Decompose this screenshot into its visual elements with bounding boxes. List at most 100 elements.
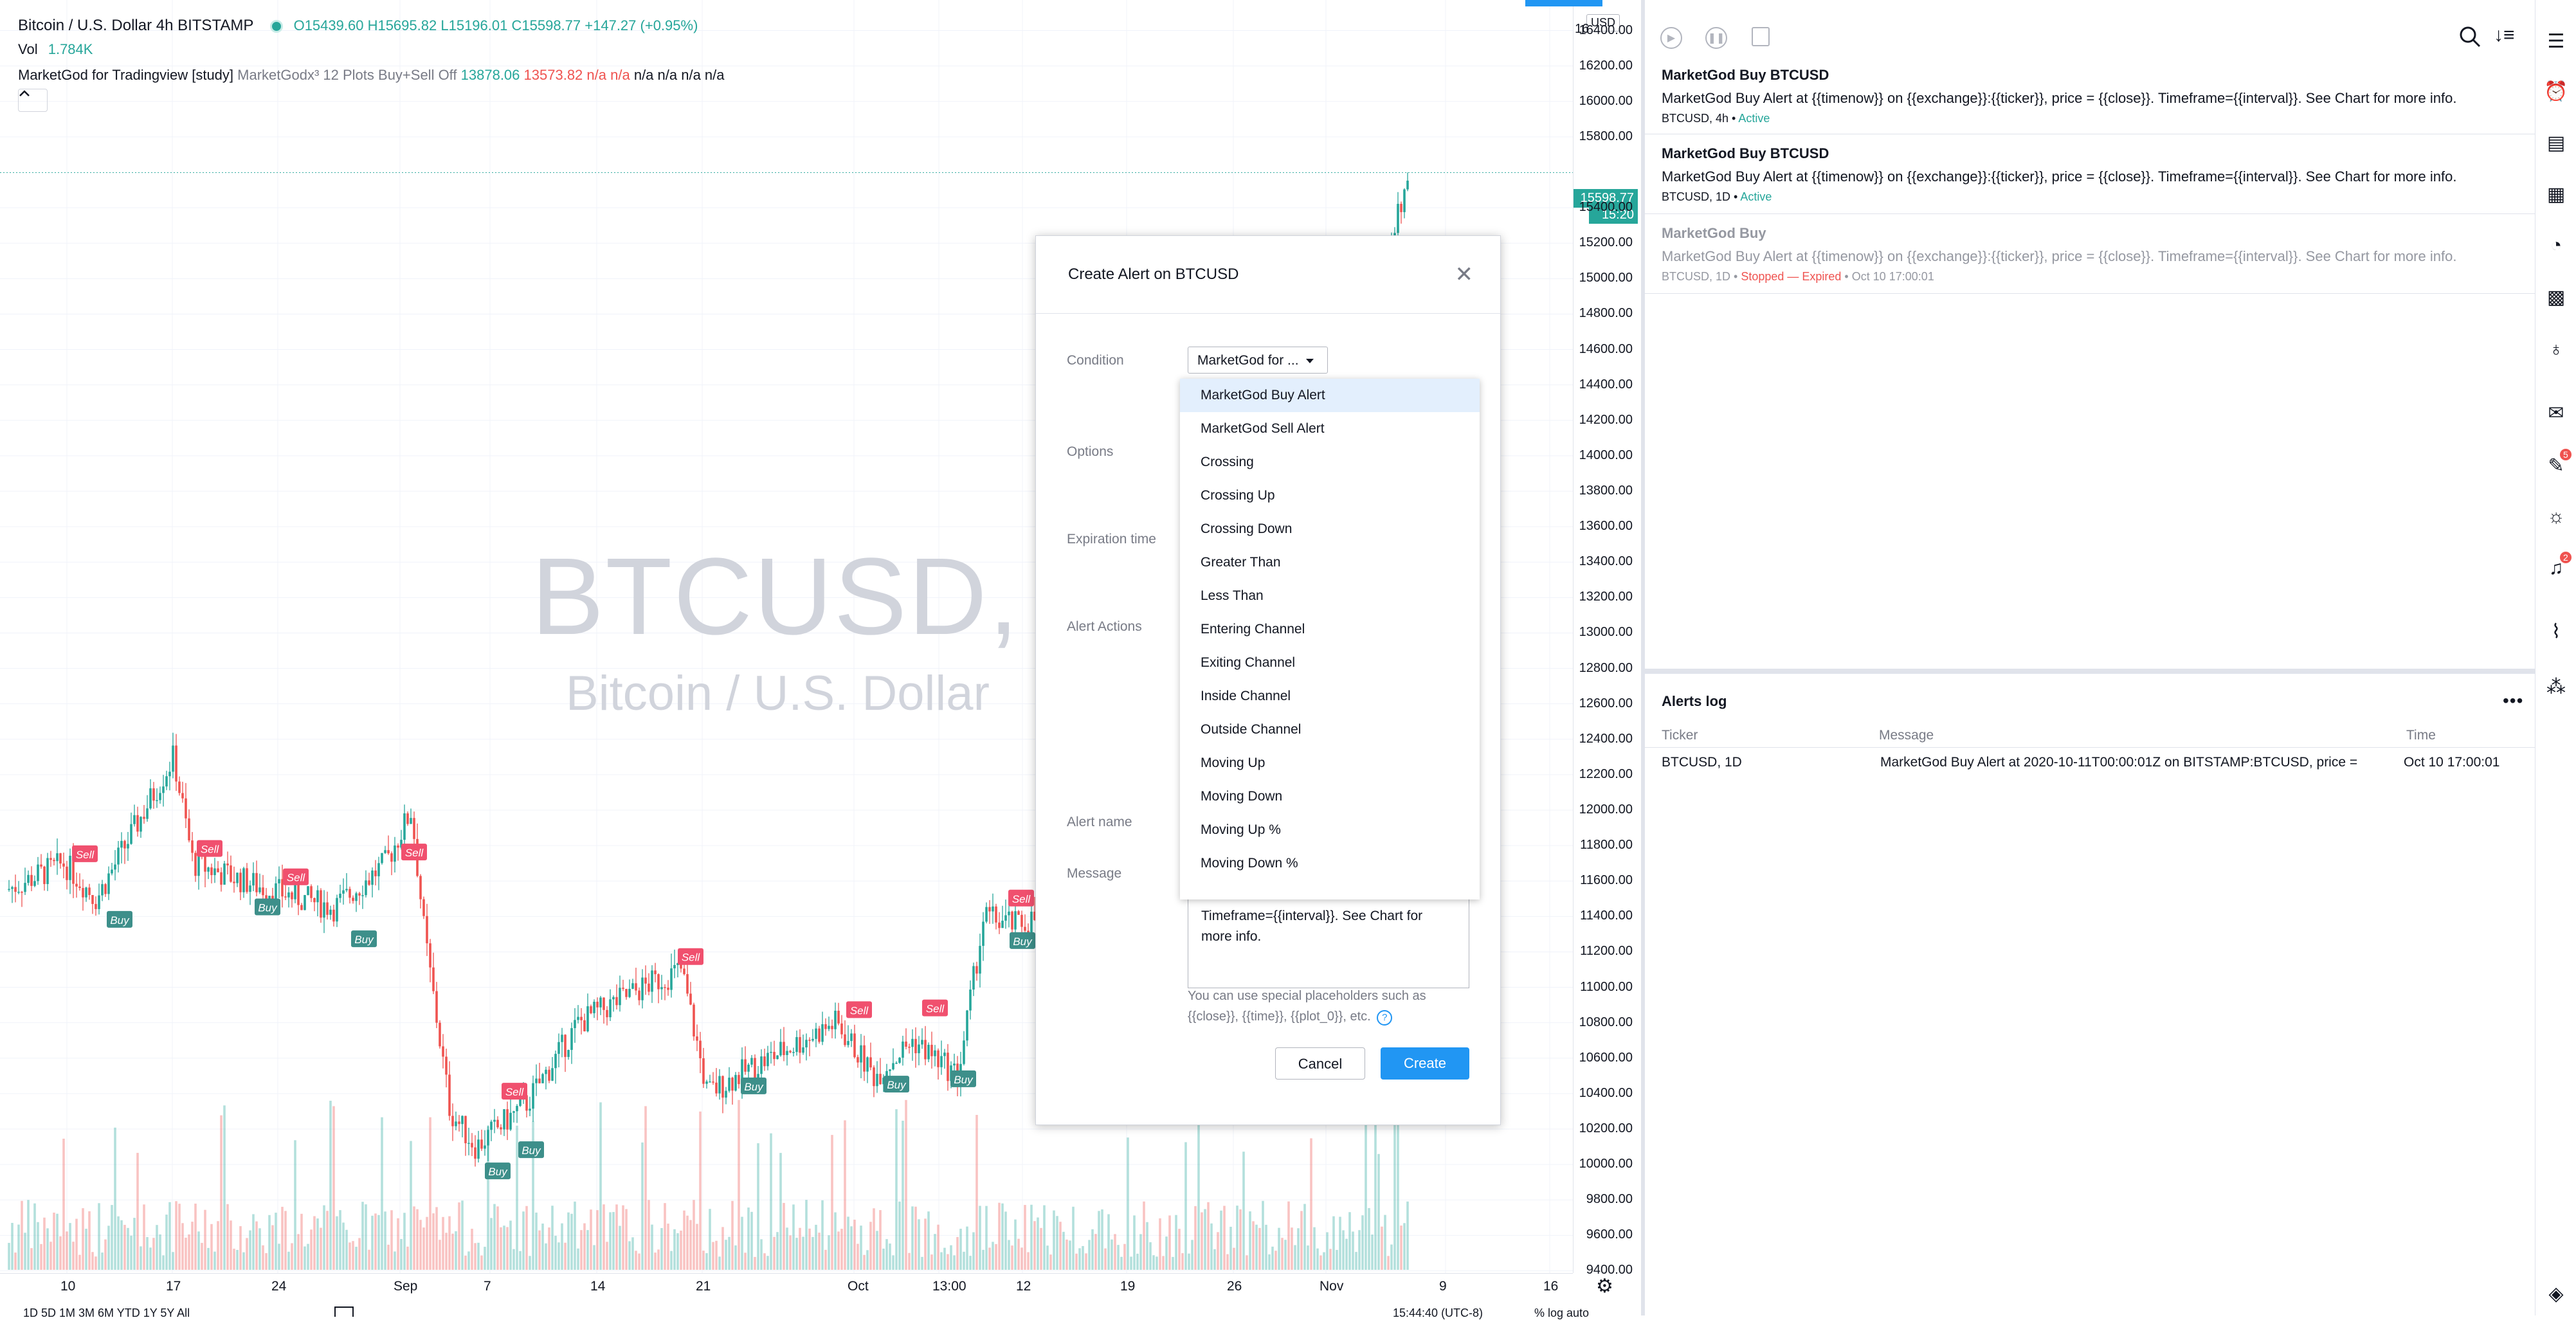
candle-body: [291, 892, 293, 900]
volume-bar: [840, 1229, 843, 1270]
dropdown-option[interactable]: Crossing: [1201, 455, 1254, 469]
alert-item[interactable]: MarketGod Buy MarketGod Buy Alert at {{t…: [1662, 225, 2456, 284]
candle-body: [156, 800, 158, 801]
volume-bar: [541, 1224, 544, 1270]
volume-bar: [268, 1215, 271, 1270]
bottom-scale-toggles[interactable]: % log auto: [1534, 1306, 1590, 1319]
candle-body: [435, 991, 438, 1023]
layers-icon[interactable]: ◈: [2548, 1283, 2564, 1305]
svg-text:Sell: Sell: [850, 1004, 869, 1017]
panel-divider[interactable]: [1641, 0, 1645, 1315]
right-toolbar: ☰ ⏰ ▤ ▦ ◔ ▩ ♁ ✉ ✎ 5 ☼ ♫ 2 ⌇ ⁂ ◈: [2535, 0, 2576, 1315]
bottom-timeframes[interactable]: 1D 5D 1M 3M 6M YTD 1Y 5Y All: [23, 1306, 190, 1319]
svg-text:Buy: Buy: [744, 1081, 764, 1093]
message-textarea[interactable]: Timeframe={{interval}}. See Chart for mo…: [1188, 900, 1469, 988]
watchlist-icon[interactable]: ☰: [2547, 30, 2565, 52]
search-icon[interactable]: [2458, 24, 2483, 50]
dropdown-option[interactable]: Exiting Channel: [1201, 655, 1296, 670]
candle-body: [766, 1053, 769, 1067]
dropdown-option[interactable]: Moving Down %: [1201, 856, 1298, 871]
alert-meta: BTCUSD, 1D • Stopped — Expired • Oct 10 …: [1662, 270, 1934, 283]
play-icon[interactable]: ▶: [1660, 27, 1682, 49]
candle-body: [541, 1074, 544, 1083]
volume-bar: [538, 1230, 541, 1270]
hotlist-icon[interactable]: ⁂: [2546, 676, 2566, 698]
log-col-ticker[interactable]: Ticker: [1662, 728, 1698, 743]
volume-bar: [625, 1209, 628, 1270]
candle-body: [62, 863, 65, 867]
price-axis[interactable]: USD 16 15598.77 15:20 16400.00 16200.00 16…: [1573, 0, 1642, 1277]
volume-bar: [718, 1256, 721, 1270]
chevron-up-icon[interactable]: [18, 89, 48, 112]
currency-badge[interactable]: USD: [1586, 14, 1620, 32]
candle-body: [943, 1053, 946, 1056]
candle-body: [223, 863, 226, 885]
calendar-icon[interactable]: ▩: [2546, 286, 2566, 308]
candle-body: [262, 887, 264, 896]
price-tick-label: 16400.00: [1579, 23, 1633, 37]
dropdown-option[interactable]: MarketGod Sell Alert: [1201, 421, 1325, 436]
volume-bar: [390, 1210, 393, 1270]
chat-icon[interactable]: ✉: [2548, 402, 2564, 424]
candle-body: [979, 946, 981, 974]
chart-line-icon[interactable]: ⌇: [2551, 620, 2561, 642]
time-axis[interactable]: ⚙ 10 17 24 Sep 7 14 21 Oct 13:00 12 19 26 Nov 9 16: [0, 1273, 1613, 1316]
gear-icon[interactable]: ⚙: [1596, 1276, 1613, 1297]
calendar-list-icon[interactable]: ▦: [2546, 183, 2566, 205]
candle-body: [78, 886, 81, 889]
more-horizontal-icon[interactable]: •••: [2503, 691, 2524, 710]
volume-bar: [149, 1247, 152, 1270]
study-name[interactable]: MarketGod for Tradingview [study]: [18, 67, 234, 83]
condition-select[interactable]: MarketGod for ...: [1188, 347, 1328, 374]
time-tick-label: 12: [1016, 1279, 1031, 1294]
symbol-title[interactable]: Bitcoin / U.S. Dollar 4h BITSTAMP: [18, 17, 254, 34]
calendar-range-icon[interactable]: [334, 1306, 354, 1317]
cancel-button[interactable]: Cancel: [1275, 1047, 1365, 1080]
candle-body: [586, 1006, 589, 1032]
stream-icon[interactable]: ☼: [2547, 506, 2565, 527]
close-icon[interactable]: ✕: [1455, 262, 1474, 287]
copy-icon[interactable]: [1752, 27, 1770, 46]
volume-bar: [377, 1215, 380, 1270]
candle-body: [59, 853, 62, 864]
price-tick-label: 13200.00: [1579, 590, 1633, 604]
dropdown-option[interactable]: Inside Channel: [1201, 689, 1291, 703]
sort-icon[interactable]: ↓≡: [2494, 24, 2515, 46]
dropdown-option[interactable]: Entering Channel: [1201, 622, 1305, 637]
dropdown-option[interactable]: MarketGod Buy Alert: [1180, 379, 1480, 412]
volume-bar: [1062, 1231, 1065, 1270]
candle-body: [680, 963, 682, 969]
dropdown-option[interactable]: Moving Up %: [1201, 822, 1281, 837]
alert-item[interactable]: MarketGod Buy BTCUSD MarketGod Buy Alert…: [1662, 67, 2456, 125]
message-icon[interactable]: ✎ 5: [2544, 449, 2571, 477]
dropdown-option[interactable]: Crossing Down: [1201, 521, 1293, 536]
alarm-clock-icon[interactable]: ⏰: [2544, 80, 2568, 102]
dropdown-option[interactable]: Outside Channel: [1201, 722, 1302, 737]
price-tick-label: 12800.00: [1579, 660, 1633, 675]
dropdown-option[interactable]: Crossing Up: [1201, 488, 1275, 503]
notifications-icon[interactable]: ♫ 2: [2544, 552, 2571, 580]
question-icon[interactable]: ?: [1377, 1010, 1393, 1026]
details-icon[interactable]: ▤: [2546, 132, 2566, 154]
log-col-time[interactable]: Time: [2406, 728, 2436, 743]
actions-label: Alert Actions: [1067, 619, 1142, 634]
log-col-message[interactable]: Message: [1879, 728, 1934, 743]
bottom-clock[interactable]: 15:44:40 (UTC-8): [1393, 1306, 1483, 1319]
volume-bar: [869, 1222, 872, 1270]
create-button[interactable]: Create: [1381, 1047, 1469, 1080]
panel-split-bar[interactable]: [1645, 669, 2535, 674]
alert-item[interactable]: MarketGod Buy BTCUSD MarketGod Buy Alert…: [1662, 145, 2456, 204]
dropdown-option[interactable]: Moving Down: [1201, 789, 1283, 804]
dropdown-option[interactable]: Greater Than: [1201, 555, 1281, 570]
pause-icon[interactable]: ❚❚: [1705, 27, 1727, 49]
pie-chart-icon[interactable]: ◔: [2550, 235, 2562, 256]
table-row[interactable]: BTCUSD, 1D MarketGod Buy Alert at 2020-1…: [1645, 751, 2535, 782]
dropdown-option[interactable]: Less Than: [1201, 588, 1264, 603]
volume-label[interactable]: Vol: [18, 41, 38, 57]
volume-bar: [876, 1231, 878, 1270]
dropdown-option[interactable]: Moving Up: [1201, 755, 1265, 770]
idea-bulb-icon[interactable]: ♁: [2548, 339, 2564, 360]
volume-bar: [795, 1238, 798, 1270]
volume-bar: [1397, 1098, 1399, 1270]
candle-body: [953, 1063, 956, 1066]
